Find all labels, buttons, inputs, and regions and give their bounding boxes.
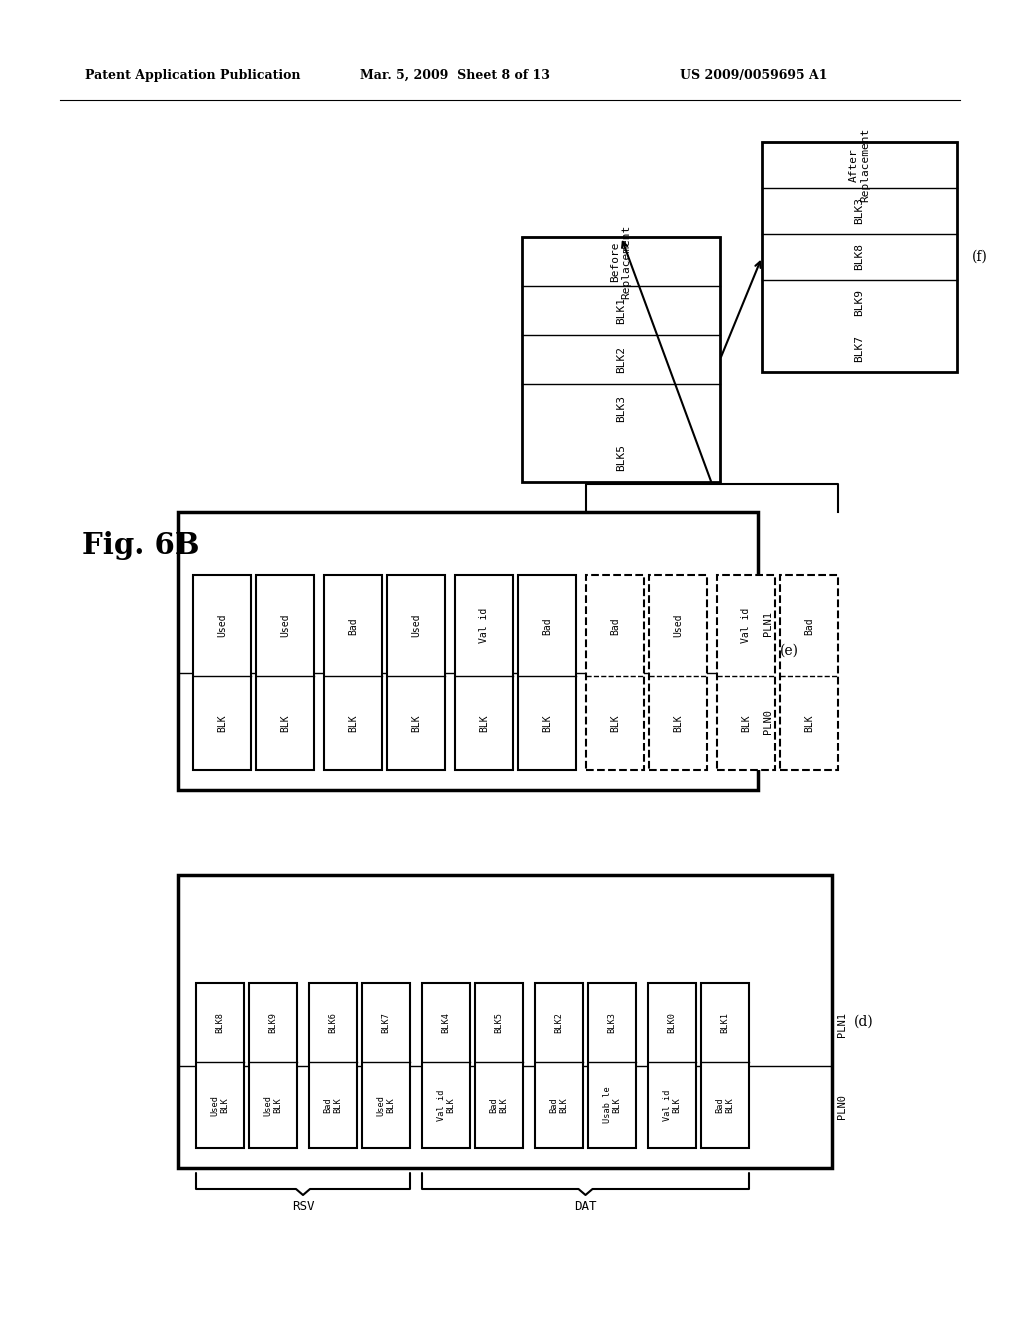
Text: (f): (f) [972, 249, 988, 264]
Text: Used: Used [673, 614, 683, 638]
Text: RSV: RSV [292, 1200, 314, 1213]
Text: Bad
BLK: Bad BLK [716, 1097, 734, 1113]
Bar [648, 983, 696, 1148]
Bar [701, 983, 749, 1148]
Text: BLK: BLK [673, 714, 683, 733]
Bar [309, 983, 357, 1148]
Text: Bad
BLK: Bad BLK [550, 1097, 568, 1113]
Text: (e): (e) [780, 644, 799, 657]
Text: PLN1: PLN1 [763, 611, 773, 636]
Bar [717, 576, 775, 770]
Bar [535, 1063, 583, 1148]
Text: BLK: BLK [348, 714, 358, 733]
Text: Val id
BLK: Val id BLK [436, 1089, 456, 1121]
Text: Before
Replacement: Before Replacement [610, 224, 632, 298]
Bar [586, 676, 644, 770]
Bar [475, 983, 523, 1148]
Text: BLK: BLK [411, 714, 421, 733]
Text: BLK: BLK [741, 714, 751, 733]
Text: Used: Used [280, 614, 290, 638]
Bar [196, 983, 244, 1148]
Text: BLK1: BLK1 [721, 1012, 729, 1034]
Text: Bad: Bad [804, 616, 814, 635]
Bar [518, 576, 575, 770]
Text: Used: Used [217, 614, 227, 638]
Bar [178, 875, 831, 1168]
Bar [324, 576, 382, 770]
Text: BLK5: BLK5 [616, 444, 626, 471]
Bar [309, 1063, 357, 1148]
Text: (d): (d) [854, 1015, 873, 1028]
Text: BLK7: BLK7 [382, 1012, 390, 1034]
Bar [256, 576, 314, 770]
Bar [522, 238, 720, 482]
Bar [362, 983, 410, 1148]
Bar [518, 676, 575, 770]
Text: BLK3: BLK3 [616, 395, 626, 422]
Text: Val id: Val id [741, 609, 751, 643]
Text: BLK4: BLK4 [441, 1012, 451, 1034]
Bar [535, 983, 583, 1148]
Text: BLK6: BLK6 [329, 1012, 338, 1034]
Text: BLK1: BLK1 [616, 297, 626, 323]
Bar [649, 576, 707, 770]
Bar [588, 983, 636, 1148]
Bar [422, 983, 470, 1148]
Text: BLK: BLK [479, 714, 489, 733]
Bar [178, 512, 758, 789]
Text: BLK5: BLK5 [495, 1012, 504, 1034]
Text: Bad: Bad [542, 616, 552, 635]
Text: Val id
BLK: Val id BLK [663, 1089, 681, 1121]
Text: BLK3: BLK3 [607, 1012, 616, 1034]
Text: Patent Application Publication: Patent Application Publication [85, 69, 300, 82]
Bar [780, 676, 838, 770]
Text: Bad
BLK: Bad BLK [489, 1097, 508, 1113]
Text: BLK8: BLK8 [215, 1012, 224, 1034]
Text: PLN1: PLN1 [837, 1011, 847, 1036]
Text: BLK: BLK [542, 714, 552, 733]
Text: Used: Used [411, 614, 421, 638]
Text: US 2009/0059695 A1: US 2009/0059695 A1 [680, 69, 827, 82]
Text: BLK9: BLK9 [268, 1012, 278, 1034]
Bar [324, 676, 382, 770]
Text: BLK: BLK [610, 714, 620, 733]
Text: Mar. 5, 2009  Sheet 8 of 13: Mar. 5, 2009 Sheet 8 of 13 [360, 69, 550, 82]
Text: DAT: DAT [574, 1200, 597, 1213]
Text: Val id: Val id [479, 609, 489, 643]
Bar [780, 576, 838, 770]
Text: Bad: Bad [348, 616, 358, 635]
Text: BLK9: BLK9 [854, 289, 864, 317]
Text: BLK3: BLK3 [854, 198, 864, 224]
Bar [455, 576, 513, 770]
Text: BLK: BLK [217, 714, 227, 733]
Text: Usab le
BLK: Usab le BLK [603, 1086, 622, 1123]
Text: Used
BLK: Used BLK [263, 1094, 283, 1115]
Bar [193, 576, 251, 770]
Bar [586, 576, 644, 770]
Text: Used
BLK: Used BLK [211, 1094, 229, 1115]
Bar [762, 143, 957, 372]
Text: Fig. 6B: Fig. 6B [82, 531, 200, 560]
Text: After
Replacement: After Replacement [849, 128, 870, 202]
Bar [701, 1063, 749, 1148]
Bar [475, 1063, 523, 1148]
Text: PLN0: PLN0 [837, 1094, 847, 1119]
Text: Bad
BLK: Bad BLK [324, 1097, 342, 1113]
Text: Bad: Bad [610, 616, 620, 635]
Text: BLK2: BLK2 [616, 346, 626, 374]
Bar [387, 576, 445, 770]
Text: BLK: BLK [804, 714, 814, 733]
Text: BLK7: BLK7 [854, 335, 864, 363]
Text: BLK: BLK [280, 714, 290, 733]
Text: Used
BLK: Used BLK [377, 1094, 395, 1115]
Text: PLN0: PLN0 [763, 709, 773, 734]
Text: BLK0: BLK0 [668, 1012, 677, 1034]
Text: BLK8: BLK8 [854, 243, 864, 271]
Text: BLK2: BLK2 [555, 1012, 563, 1034]
Bar [249, 983, 297, 1148]
